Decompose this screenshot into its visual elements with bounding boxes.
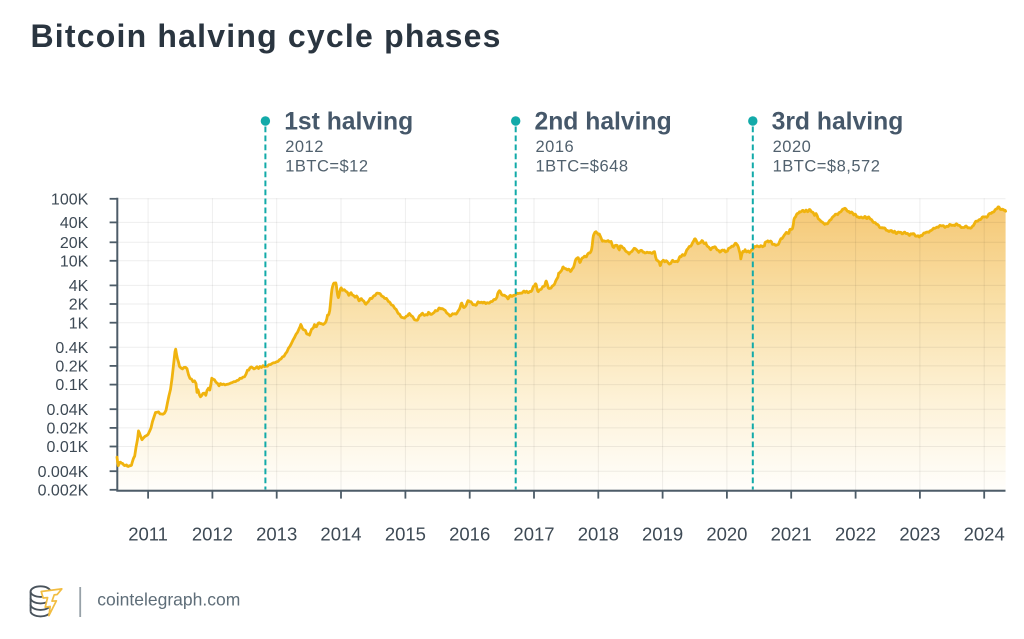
svg-text:1BTC=$8,572: 1BTC=$8,572: [773, 158, 881, 176]
svg-text:0.4K: 0.4K: [55, 340, 88, 357]
svg-text:2024: 2024: [964, 524, 1005, 545]
svg-text:0.1K: 0.1K: [55, 377, 88, 394]
svg-text:1BTC=$12: 1BTC=$12: [285, 158, 368, 176]
svg-text:2023: 2023: [899, 524, 940, 545]
svg-text:10K: 10K: [60, 253, 89, 270]
svg-text:0.02K: 0.02K: [46, 421, 88, 438]
svg-text:2022: 2022: [835, 524, 876, 545]
svg-text:2015: 2015: [385, 524, 426, 545]
svg-text:1st halving: 1st halving: [284, 109, 413, 136]
svg-text:0.004K: 0.004K: [38, 464, 89, 481]
svg-text:2011: 2011: [128, 524, 168, 545]
svg-text:0.002K: 0.002K: [38, 482, 89, 499]
svg-text:Bitcoin halving cycle phases: Bitcoin halving cycle phases: [31, 18, 502, 54]
svg-text:2018: 2018: [578, 524, 619, 545]
svg-text:3rd halving: 3rd halving: [772, 109, 904, 136]
svg-text:2016: 2016: [449, 524, 490, 545]
svg-text:2019: 2019: [642, 524, 683, 545]
svg-text:cointelegraph.com: cointelegraph.com: [97, 589, 240, 609]
svg-text:4K: 4K: [69, 278, 89, 295]
svg-text:2021: 2021: [771, 524, 812, 545]
svg-text:100K: 100K: [51, 191, 89, 208]
svg-text:2016: 2016: [536, 138, 575, 156]
svg-text:0.04K: 0.04K: [46, 402, 88, 419]
svg-text:40K: 40K: [60, 215, 89, 232]
svg-text:0.2K: 0.2K: [55, 359, 88, 376]
svg-text:2017: 2017: [513, 524, 554, 545]
svg-text:2K: 2K: [69, 297, 89, 314]
svg-text:2020: 2020: [706, 524, 747, 545]
svg-text:2012: 2012: [192, 524, 233, 545]
svg-text:0.01K: 0.01K: [46, 439, 88, 456]
svg-text:2014: 2014: [320, 524, 361, 545]
svg-text:20K: 20K: [60, 235, 89, 252]
svg-text:2020: 2020: [773, 138, 812, 156]
svg-text:2nd halving: 2nd halving: [535, 109, 672, 136]
svg-text:2012: 2012: [285, 138, 324, 156]
svg-text:2013: 2013: [256, 524, 297, 545]
svg-text:1BTC=$648: 1BTC=$648: [536, 158, 629, 176]
svg-text:1K: 1K: [69, 315, 89, 332]
